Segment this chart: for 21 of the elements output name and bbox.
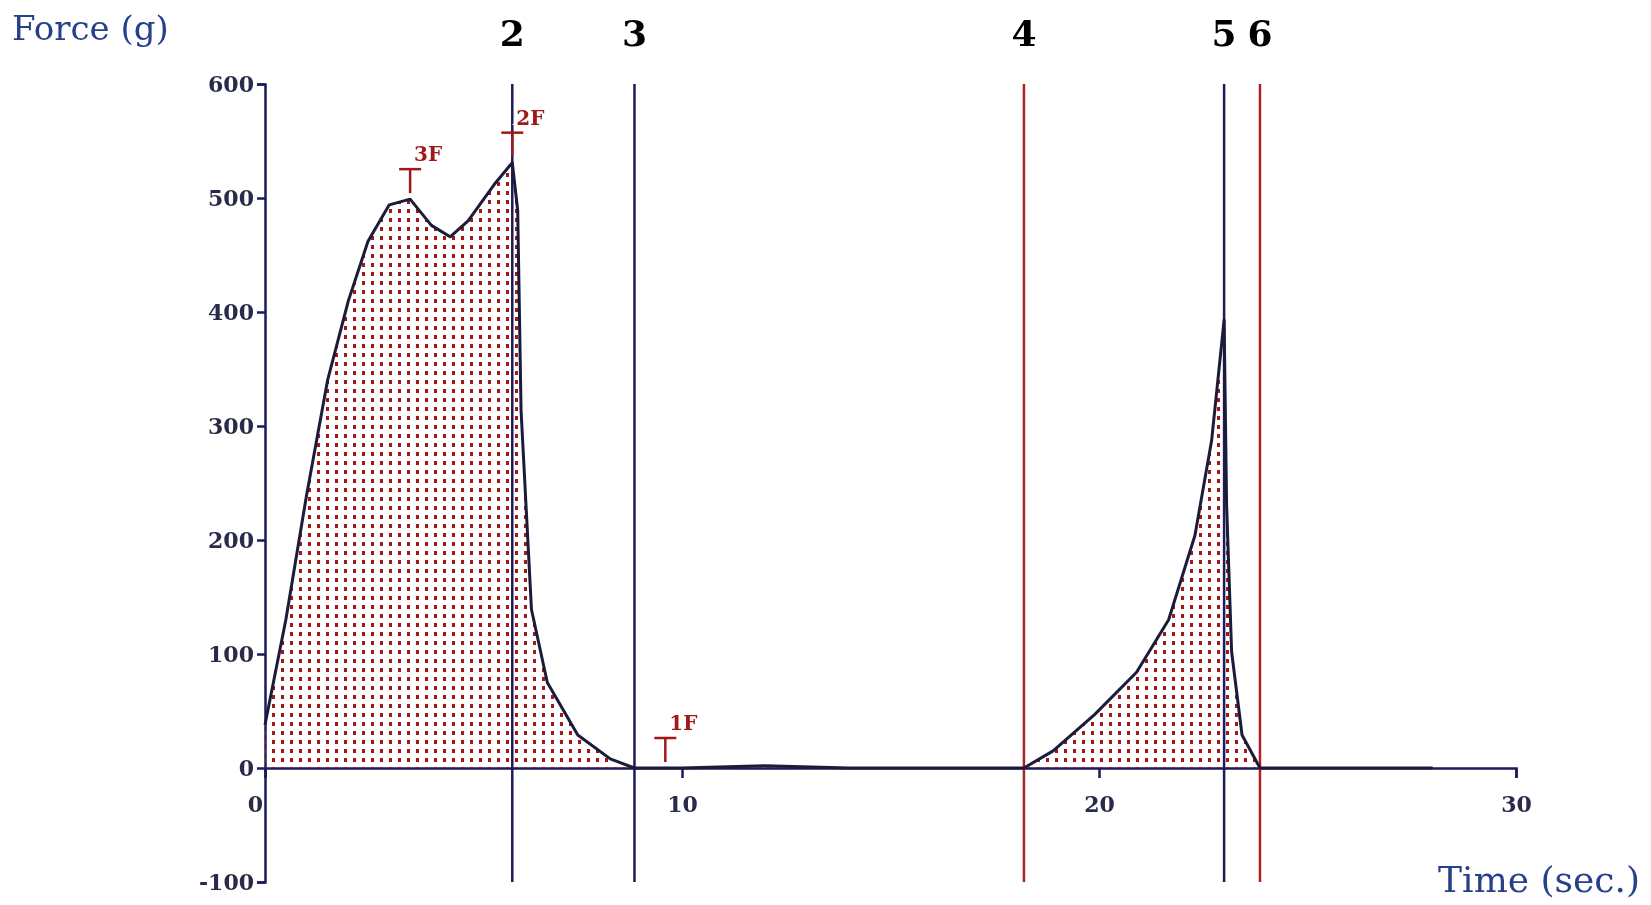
x-tick-label: 30: [1501, 790, 1532, 817]
annotation: 2F: [516, 105, 545, 130]
y-tick-label: -100: [198, 868, 254, 895]
y-tick-label: 100: [208, 640, 254, 667]
text: 3: [621, 12, 647, 54]
annotation: 3F: [414, 142, 443, 167]
x-tick-label: 20: [1084, 790, 1115, 817]
y-tick-label: 400: [208, 298, 254, 325]
y-tick-label: 200: [208, 526, 254, 553]
text: 4: [1011, 12, 1037, 54]
y-tick-label: 600: [208, 70, 254, 97]
y-axis-title: Force (g): [12, 8, 169, 48]
x-axis-title: Time (sec.): [1438, 859, 1640, 900]
y-tick-label: 300: [208, 412, 254, 439]
text: 2: [499, 12, 525, 54]
y-tick-label: 0: [238, 754, 254, 781]
annotation: 1F: [669, 711, 698, 735]
text: 5: [1211, 12, 1237, 54]
text: 6: [1247, 12, 1273, 54]
x-tick-label: 10: [667, 790, 698, 817]
y-tick-label: 500: [208, 184, 254, 211]
